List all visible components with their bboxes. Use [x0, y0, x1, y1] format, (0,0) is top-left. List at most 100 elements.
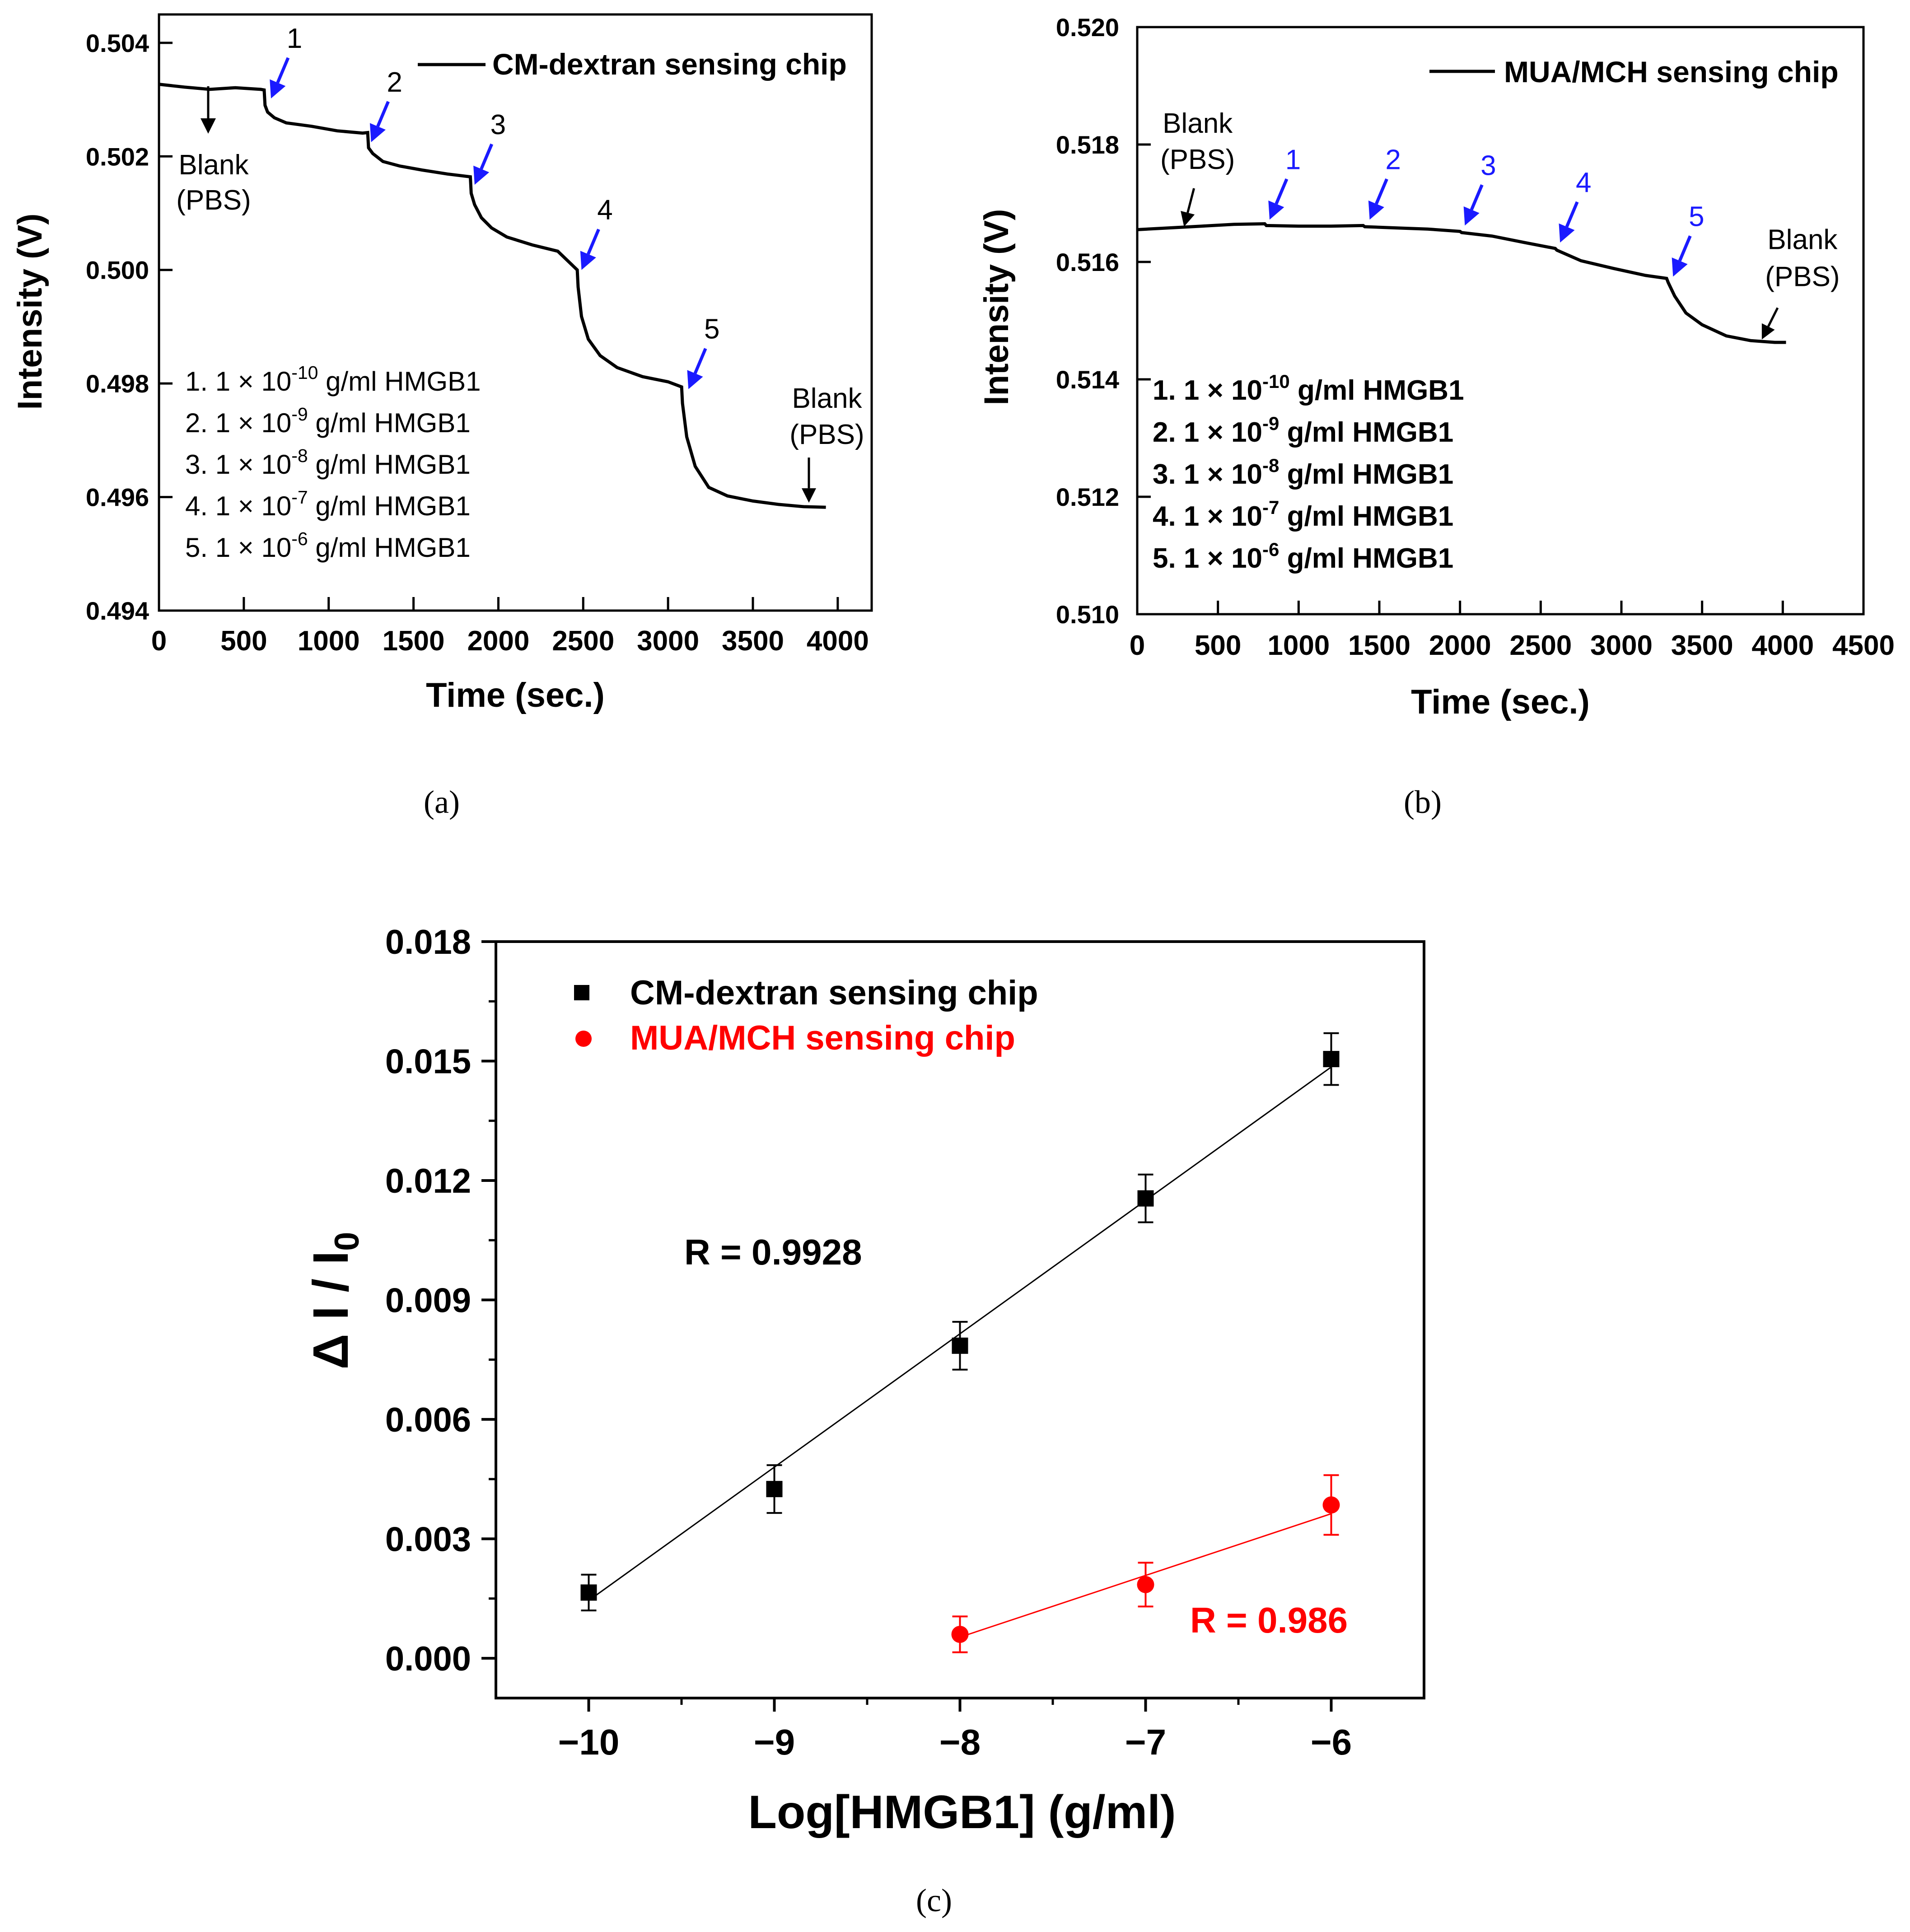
panel-b-series-line — [1137, 222, 1786, 344]
panel-c-ylabel: Δ I / I0 — [303, 1232, 366, 1370]
panel-b-arrow-blank-6-label2: (PBS) — [1765, 261, 1840, 293]
panel-c-xtick-label: −7 — [1125, 1722, 1166, 1762]
panel-a-xtick-label: 4000 — [807, 625, 869, 657]
panel-b-plot-frame — [1136, 26, 1865, 616]
panel-a-arrow-blank-6-head — [801, 488, 816, 503]
panel-c-point-cm-dextran — [1323, 1051, 1340, 1068]
panel-b-ytick-label: 0.516 — [1056, 248, 1119, 276]
panel-b-arrow-5-head — [1672, 257, 1688, 277]
panel-b-note-2: 2. 1 × 10-9 g/ml HMGB1 — [1153, 413, 1453, 448]
panel-c-ylabel-main: Δ I / I — [303, 1251, 359, 1369]
panel-a-ytick-label: 0.494 — [86, 597, 149, 625]
panel-b-arrow-2-shaft — [1375, 178, 1388, 205]
panel-c-point-cm-dextran — [1137, 1190, 1154, 1207]
panel-a-arrow-2-shaft — [376, 101, 390, 127]
panel-c-point-mua-mch — [951, 1625, 969, 1643]
panel-b-xtick-label: 0 — [1130, 630, 1145, 661]
panel-b-xtick-label: 1500 — [1348, 630, 1410, 661]
panel-c-ytick-label: 0.015 — [385, 1042, 471, 1081]
panel-b-legend-label: MUA/MCH sensing chip — [1504, 55, 1839, 89]
panel-a-xlabel: Time (sec.) — [426, 676, 605, 714]
panel-a-arrow-blank-0-head — [200, 118, 216, 134]
panel-c-legend-marker-cm-dextran — [574, 985, 589, 1000]
panel-c-ytick-label: 0.009 — [385, 1281, 471, 1320]
panel-c-ytick-label: 0.012 — [385, 1162, 471, 1200]
panel-a-notes: 1. 1 × 10-10 g/ml HMGB1 2. 1 × 10-9 g/ml … — [185, 362, 481, 563]
panel-b-xtick-label: 2500 — [1509, 630, 1572, 661]
panel-c-r-label-mua-mch: R = 0.986 — [1190, 1600, 1348, 1640]
panel-b-arrow-3-shaft — [1470, 184, 1484, 210]
panel-a-xtick-label: 1000 — [298, 625, 360, 657]
panel-a-plot-frame — [158, 13, 873, 612]
panel-b-arrow-5-label: 5 — [1689, 201, 1704, 233]
panel-a-arrow-1-label: 1 — [287, 23, 302, 54]
panel-b-arrow-blank-0-label2: (PBS) — [1160, 144, 1235, 175]
panel-c-xtick-label: −9 — [754, 1722, 795, 1762]
panel-c-xtick-label: −10 — [558, 1722, 620, 1762]
panel-b-chart: 0.510 0.512 0.514 0.516 0.518 0.520 0 500 1000 1… — [977, 13, 1895, 820]
panel-b-arrow-1-label: 1 — [1285, 144, 1301, 175]
panel-a-note-1: 1. 1 × 10-10 g/ml HMGB1 — [185, 362, 481, 397]
panel-c-xtick-label: −8 — [939, 1722, 981, 1762]
panel-b-ytick-label: 0.520 — [1056, 13, 1119, 42]
panel-c-point-mua-mch — [1322, 1496, 1340, 1514]
panel-b-notes: 1. 1 × 10-10 g/ml HMGB1 2. 1 × 10-9 g/ml … — [1153, 371, 1464, 574]
panel-c-r-label-cm-dextran: R = 0.9928 — [684, 1232, 862, 1272]
panel-b-arrow-2-label: 2 — [1385, 144, 1401, 175]
panel-c-caption: (c) — [916, 1882, 952, 1918]
panel-a-ylabel: Intensity (V) — [11, 214, 49, 410]
panel-a-ytick-label: 0.498 — [86, 369, 149, 398]
panel-a-arrow-2-head — [369, 123, 386, 142]
panel-a-xtick-label: 1500 — [383, 625, 445, 657]
panel-a-xtick-label: 0 — [151, 625, 167, 657]
panel-a-ytick-label: 0.500 — [86, 256, 149, 285]
panel-b-xlabel: Time (sec.) — [1411, 683, 1590, 721]
panel-b-xtick-label: 2000 — [1429, 630, 1491, 661]
panel-c-chart: 0.000 0.003 0.006 0.009 0.012 0.015 0.018 −10 −… — [303, 923, 1425, 1918]
panel-c-ylabel-sub: 0 — [328, 1232, 366, 1251]
panel-b-arrow-4-shaft — [1565, 201, 1579, 228]
panel-b-arrow-blank-0-head — [1181, 211, 1195, 227]
panel-a-arrow-5-shaft — [693, 348, 707, 374]
panel-c-ytick-label: 0.018 — [385, 923, 471, 961]
panel-b-xtick-label: 4000 — [1751, 630, 1814, 661]
panel-b-xtick-label: 500 — [1195, 630, 1241, 661]
panel-b-xtick-label: 1000 — [1267, 630, 1330, 661]
panel-a-arrow-5-head — [687, 370, 703, 389]
panel-c-legend-marker-mua-mch — [575, 1031, 592, 1047]
panel-b-arrow-2-head — [1368, 201, 1384, 220]
panel-b-arrow-1-head — [1268, 201, 1284, 220]
panel-a-caption: (a) — [424, 784, 460, 820]
panel-a-xtick-label: 3000 — [637, 625, 699, 657]
panel-b-arrow-blank-6-head — [1761, 323, 1775, 340]
panel-a-legend-label: CM-dextran sensing chip — [492, 47, 847, 81]
panel-a-note-2: 2. 1 × 10-9 g/ml HMGB1 — [185, 404, 471, 438]
panel-a-arrow-blank-6-label2: (PBS) — [789, 419, 864, 450]
svg-text:Δ I / I0: Δ I / I0 — [303, 1232, 366, 1370]
panel-a-xtick-label: 3500 — [722, 625, 784, 657]
panel-b-ytick-label: 0.518 — [1056, 131, 1119, 159]
panel-b-ytick-label: 0.514 — [1056, 365, 1119, 394]
panel-a-ytick-label: 0.504 — [86, 29, 149, 57]
panel-b-arrow-4-head — [1559, 223, 1575, 243]
panel-b-caption: (b) — [1404, 784, 1442, 820]
panel-b-arrow-3-label: 3 — [1480, 150, 1496, 181]
panel-b-xtick-label: 3000 — [1590, 630, 1653, 661]
panel-a-arrow-4-head — [580, 251, 596, 270]
panel-a-arrow-3-label: 3 — [490, 109, 506, 140]
panel-b-ytick-label: 0.510 — [1056, 600, 1119, 629]
panel-c-legend-label-mua-mch: MUA/MCH sensing chip — [630, 1019, 1015, 1057]
panel-b-arrow-1-shaft — [1275, 178, 1289, 205]
panel-c-legend-label-cm-dextran: CM-dextran sensing chip — [630, 974, 1038, 1012]
panel-c-ytick-label: 0.006 — [385, 1401, 471, 1439]
panel-a-arrow-3-head — [473, 165, 490, 185]
panel-a-arrow-blank-0-label: Blank — [178, 149, 249, 181]
panel-a-ytick-label: 0.496 — [86, 483, 149, 512]
panel-a-xtick-label: 2500 — [552, 625, 614, 657]
panel-a-note-3: 3. 1 × 10-8 g/ml HMGB1 — [185, 445, 471, 480]
panel-a-xtick-label: 500 — [220, 625, 267, 657]
panel-b-arrow-5-shaft — [1678, 235, 1692, 261]
panel-b-arrow-4-label: 4 — [1576, 167, 1591, 198]
panel-b-note-1: 1. 1 × 10-10 g/ml HMGB1 — [1153, 371, 1464, 406]
